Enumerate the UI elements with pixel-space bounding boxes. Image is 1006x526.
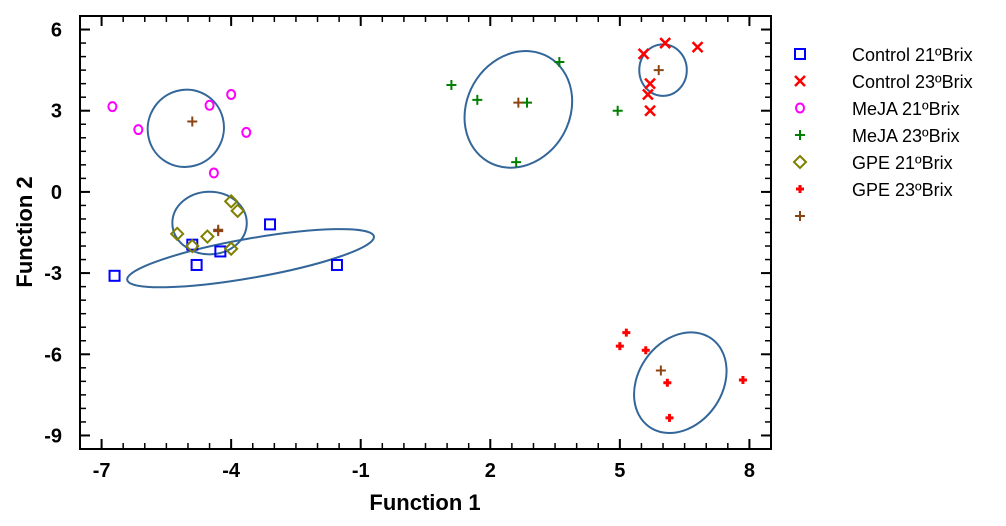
- points-layer: [107, 37, 747, 422]
- confidence-ellipse-4: [171, 190, 248, 256]
- data-point: [642, 88, 654, 101]
- data-point: [446, 80, 457, 91]
- data-point: [691, 41, 704, 54]
- data-point: [133, 124, 144, 136]
- data-point: [738, 375, 747, 384]
- ticks-layer: [79, 15, 772, 450]
- x-tick-label: -4: [222, 460, 241, 482]
- legend-label: GPE 21ºBrix: [852, 153, 953, 173]
- data-point: [226, 88, 237, 100]
- data-point: [612, 105, 623, 116]
- x-tick-label: 8: [744, 460, 755, 482]
- y-tick-label: -9: [44, 425, 62, 447]
- data-point: [230, 203, 246, 219]
- data-point: [521, 97, 532, 108]
- data-point: [184, 238, 200, 254]
- data-point: [644, 104, 656, 117]
- confidence-ellipse-0: [126, 228, 375, 289]
- y-tick-label: 0: [51, 182, 62, 204]
- x-tick-label: 5: [614, 460, 625, 482]
- legend-label: Control 23ºBrix: [852, 72, 973, 92]
- legend-marker: [795, 102, 805, 114]
- data-point: [663, 378, 672, 387]
- data-point: [214, 245, 227, 258]
- legend-marker: [794, 48, 806, 60]
- data-point: [615, 342, 624, 351]
- confidence-ellipse-3: [463, 50, 574, 169]
- data-point: [223, 241, 239, 257]
- x-axis-title: Function 1: [369, 490, 480, 515]
- data-point: [108, 269, 121, 282]
- data-point: [223, 193, 239, 209]
- data-point: [637, 48, 650, 60]
- data-point: [264, 218, 277, 231]
- data-point: [472, 94, 483, 105]
- x-tick-label: 2: [485, 460, 496, 482]
- data-point: [208, 167, 219, 179]
- data-point: [190, 258, 203, 271]
- legend-label: GPE 23ºBrix: [852, 180, 953, 200]
- legend-label: MeJA 23ºBrix: [852, 126, 960, 146]
- data-point: [659, 37, 672, 49]
- centroid-marker: [655, 365, 666, 376]
- legend: Control 21ºBrix Control 23ºBrix MeJA 21ºBr…: [792, 45, 973, 221]
- data-point: [665, 413, 674, 422]
- legend-marker: [792, 154, 808, 170]
- ellipses-layer: [126, 43, 728, 435]
- y-tick-label: 3: [51, 101, 62, 123]
- y-tick-label: -3: [44, 263, 62, 285]
- centroid-marker: [513, 97, 524, 108]
- confidence-ellipse-2: [146, 88, 225, 168]
- y-tick-label: 6: [51, 20, 62, 42]
- centroid-marker: [213, 226, 224, 237]
- data-point: [107, 101, 118, 113]
- data-point: [641, 346, 650, 355]
- y-tick-label: -6: [44, 344, 62, 366]
- legend-marker: [795, 130, 805, 140]
- x-tick-label: -1: [352, 460, 370, 482]
- x-tick-label: -7: [93, 460, 111, 482]
- data-point: [241, 126, 252, 138]
- tick-labels-layer: -7 -4 -1 2 5 8 6 3 0 -3 -6 -9: [44, 20, 755, 482]
- data-point: [622, 328, 631, 337]
- legend-label: MeJA 21ºBrix: [852, 99, 960, 119]
- data-point: [511, 157, 522, 168]
- legend-marker: [794, 75, 806, 87]
- data-point: [644, 77, 656, 90]
- data-point: [199, 229, 215, 244]
- legend-marker: [796, 185, 804, 193]
- data-point: [169, 226, 185, 242]
- y-axis-title: Function 2: [12, 176, 37, 287]
- centroid-marker: [187, 116, 198, 127]
- legend-label: Control 21ºBrix: [852, 45, 973, 65]
- data-point: [554, 57, 565, 68]
- centroid-marker: [653, 65, 664, 76]
- data-point: [330, 258, 343, 271]
- plot-frame: [79, 15, 772, 450]
- confidence-ellipse-5: [633, 331, 728, 435]
- legend-marker: [795, 211, 805, 221]
- data-point: [204, 99, 215, 111]
